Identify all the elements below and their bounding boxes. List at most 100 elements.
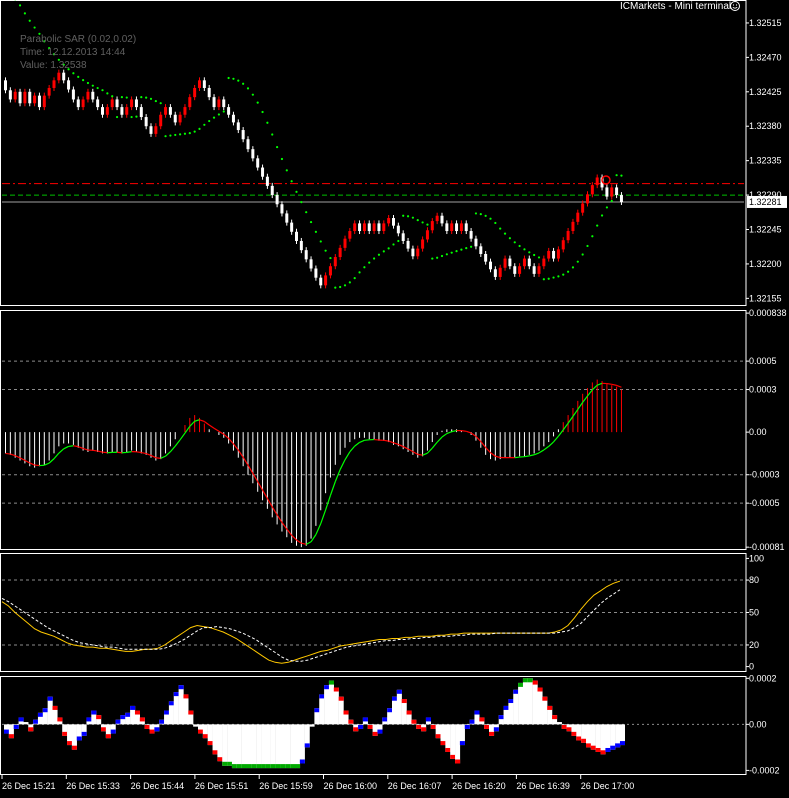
price-bar[interactable] — [212, 97, 216, 108]
price-bar[interactable] — [450, 223, 454, 232]
price-bar[interactable] — [513, 266, 517, 274]
price-bar[interactable] — [149, 126, 153, 134]
price-bar[interactable] — [392, 218, 395, 226]
price-bar[interactable] — [256, 158, 260, 168]
price-bar[interactable] — [52, 80, 56, 88]
price-bar[interactable] — [382, 223, 386, 232]
price-bar[interactable] — [522, 258, 526, 267]
price-bar[interactable] — [227, 107, 231, 115]
price-bar[interactable] — [47, 87, 51, 96]
price-bar[interactable] — [105, 107, 109, 115]
price-bar[interactable] — [547, 250, 551, 259]
price-bar[interactable] — [324, 275, 328, 286]
price-bar[interactable] — [314, 268, 318, 278]
price-bar[interactable] — [445, 223, 449, 232]
price-bar[interactable] — [57, 72, 61, 81]
price-bar[interactable] — [406, 240, 410, 249]
price-bar[interactable] — [464, 223, 468, 232]
price-bar[interactable] — [401, 233, 405, 241]
price-bar[interactable] — [241, 130, 245, 140]
price-bar[interactable] — [489, 261, 492, 270]
price-bar[interactable] — [358, 223, 362, 232]
price-bar[interactable] — [130, 99, 134, 108]
price-bar[interactable] — [265, 176, 269, 186]
price-bar[interactable] — [440, 215, 444, 224]
price-bar[interactable] — [134, 99, 138, 108]
price-bar[interactable] — [411, 248, 415, 257]
price-bar[interactable] — [62, 72, 66, 81]
price-bar[interactable] — [222, 99, 226, 108]
price-bar[interactable] — [328, 266, 332, 276]
price-bar[interactable] — [120, 107, 124, 115]
price-bar[interactable] — [101, 107, 104, 115]
price-bar[interactable] — [595, 177, 599, 186]
price-bar[interactable] — [270, 185, 274, 196]
price-bar[interactable] — [96, 99, 100, 108]
price-bar[interactable] — [91, 91, 95, 100]
price-bar[interactable] — [18, 91, 22, 104]
price-bar[interactable] — [164, 107, 168, 115]
price-bar[interactable] — [173, 114, 177, 123]
price-bar[interactable] — [139, 107, 143, 118]
price-bar[interactable] — [459, 223, 463, 232]
price-bar[interactable] — [508, 258, 512, 267]
price-bar[interactable] — [605, 187, 609, 197]
price-bar[interactable] — [178, 114, 182, 123]
price-bar[interactable] — [556, 249, 560, 259]
price-bar[interactable] — [188, 97, 192, 108]
price-bar[interactable] — [28, 91, 32, 104]
price-bar[interactable] — [590, 185, 594, 195]
price-bar[interactable] — [33, 95, 37, 104]
price-bar[interactable] — [353, 223, 357, 232]
price-bar[interactable] — [37, 95, 41, 108]
price-bar[interactable] — [518, 266, 522, 274]
price-bar[interactable] — [275, 195, 279, 205]
price-bar[interactable] — [231, 114, 235, 123]
price-bar[interactable] — [290, 222, 294, 232]
price-bar[interactable] — [396, 225, 400, 234]
price-bar[interactable] — [455, 223, 459, 232]
price-bar[interactable] — [42, 95, 46, 108]
price-bar[interactable] — [610, 187, 614, 197]
price-bar[interactable] — [183, 107, 187, 115]
price-bar[interactable] — [81, 99, 85, 108]
price-bar[interactable] — [367, 223, 371, 232]
price-bar[interactable] — [542, 258, 546, 267]
price-bar[interactable] — [576, 212, 580, 222]
price-bar[interactable] — [246, 139, 250, 150]
price-bar[interactable] — [333, 257, 337, 267]
price-bar[interactable] — [285, 213, 289, 223]
price-bar[interactable] — [484, 253, 488, 262]
price-bar[interactable] — [154, 126, 158, 134]
price-bar[interactable] — [416, 248, 420, 257]
price-bar[interactable] — [319, 277, 323, 286]
price-bar[interactable] — [217, 99, 221, 108]
price-bar[interactable] — [372, 223, 376, 232]
stochastic-panel[interactable]: 100 80 50 20 0 — [1, 553, 764, 672]
price-bar[interactable] — [479, 246, 483, 254]
price-bar[interactable] — [498, 267, 502, 277]
price-bar[interactable] — [193, 87, 197, 98]
price-bar[interactable] — [619, 195, 623, 202]
price-bar[interactable] — [435, 215, 439, 222]
price-bar[interactable] — [537, 266, 541, 274]
price-bar[interactable] — [561, 240, 565, 250]
price-bar[interactable] — [115, 99, 119, 108]
price-bar[interactable] — [566, 231, 570, 241]
price-panel[interactable]: 1.32515 1.32470 1.32425 1.32380 1.32335 1.322… — [2, 0, 787, 303]
price-bar[interactable] — [8, 90, 12, 100]
price-bar[interactable] — [469, 231, 473, 239]
price-bar[interactable] — [493, 269, 497, 277]
price-bar[interactable] — [503, 258, 507, 268]
price-bar[interactable] — [4, 80, 7, 91]
price-bar[interactable] — [299, 240, 303, 251]
price-bar[interactable] — [110, 99, 114, 108]
price-bar[interactable] — [377, 223, 381, 232]
price-bar[interactable] — [23, 91, 27, 104]
price-bar[interactable] — [586, 194, 589, 204]
price-bar[interactable] — [362, 223, 366, 232]
price-bar[interactable] — [421, 239, 425, 249]
price-bar[interactable] — [430, 221, 434, 231]
price-bar[interactable] — [207, 87, 211, 98]
